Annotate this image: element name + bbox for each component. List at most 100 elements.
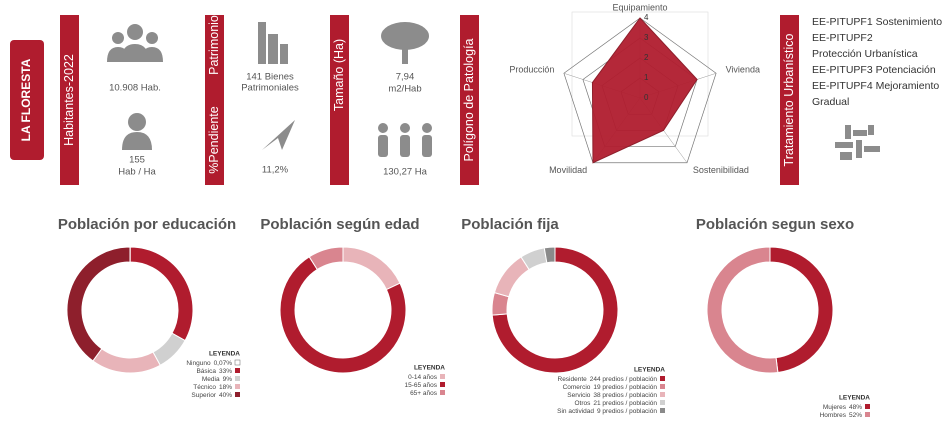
- legend-value: 9 predios / población: [597, 408, 657, 415]
- legend-entry: Otros 21 predios / población: [574, 400, 657, 407]
- legend-swatch: [234, 359, 241, 366]
- radar-tick-label: 0: [644, 93, 649, 102]
- section-title: Polígono de Patología: [462, 38, 476, 161]
- legend-swatch: [660, 384, 665, 389]
- building-icon: [258, 22, 288, 64]
- section-bar: [330, 15, 349, 185]
- legend-category: Comercio: [563, 384, 591, 391]
- section-title: Habitantes-2022: [62, 54, 76, 146]
- legend-entry: 65+ años: [410, 390, 438, 397]
- legend-value: 48%: [849, 404, 862, 411]
- section-bar: [205, 15, 224, 185]
- section-title: Patrimonio: [207, 15, 221, 75]
- treatment-item: EE-PITUPF2: [812, 32, 873, 44]
- section-bar: [460, 15, 479, 185]
- legend-value: 19 predios / población: [593, 384, 657, 391]
- radar-category: Movilidad: [549, 165, 587, 175]
- treatment-item: Protección Urbanística: [812, 48, 918, 60]
- legend-value: 18%: [219, 384, 232, 391]
- stat-text: 7,94: [396, 72, 415, 83]
- section-title: Tratamiento Urbanístico: [782, 33, 796, 166]
- legend-title: LEYENDA: [414, 365, 445, 372]
- donut-slice: [543, 246, 556, 264]
- section-bar: [780, 15, 799, 185]
- legend-category: Otros: [574, 400, 591, 407]
- donut-title: Población fija: [461, 216, 559, 233]
- donut-slice: [491, 246, 619, 374]
- radar-area: [591, 17, 698, 164]
- legend-category: Media: [202, 376, 220, 383]
- legend-category: Residente: [558, 376, 588, 383]
- legend-swatch: [235, 376, 240, 381]
- stat-text: 10.908 Hab.: [109, 83, 161, 94]
- stat-text: 130,27 Ha: [383, 167, 428, 178]
- legend-value: 40%: [219, 392, 232, 399]
- stat-text: Hab / Ha: [118, 167, 156, 178]
- radar-tick-label: 4: [644, 13, 649, 22]
- legend-title: LEYENDA: [634, 367, 665, 374]
- radar-category: Sostenibilidad: [693, 165, 749, 175]
- donut-slice: [308, 246, 344, 271]
- legend-value: 52%: [849, 412, 862, 419]
- legend-category: 0-14 años: [408, 374, 438, 381]
- legend-title: LEYENDA: [839, 395, 870, 402]
- donut-slice: [706, 246, 779, 374]
- legend-category: 65+ años: [410, 390, 438, 397]
- legend-value: 38 predios / población: [593, 392, 657, 399]
- legend-entry: Hombres 52%: [820, 412, 863, 419]
- legend-swatch: [440, 382, 445, 387]
- donut-slice: [342, 246, 401, 291]
- section-bar: [60, 15, 79, 185]
- treatment-list: EE-PITUPF1 Sostenimiento EE-PITUPF2 Protec…: [812, 14, 944, 110]
- legend-category: Técnico: [193, 384, 216, 391]
- legend-category: Hombres: [820, 412, 847, 419]
- legend-value: 9%: [223, 376, 233, 383]
- stat-text: Patrimoniales: [241, 83, 299, 94]
- residents-icon: [378, 123, 432, 157]
- treatment-item: EE-PITUPF4 Mejoramiento Gradual: [812, 80, 940, 108]
- legend-value: 244 predios / población: [590, 376, 658, 383]
- legend-entry: Servicio 38 predios / población: [567, 392, 657, 399]
- legend-category: Sin actividad: [557, 408, 594, 415]
- donut-slice: [129, 246, 194, 342]
- legend-swatch: [235, 392, 240, 397]
- legend-entry: Ninguno 0,07%: [186, 360, 232, 367]
- legend-entry: Media 9%: [202, 376, 232, 383]
- legend-entry: Sin actividad 9 predios / población: [557, 408, 657, 415]
- legend-category: Básica: [196, 368, 216, 375]
- legend-swatch: [660, 392, 665, 397]
- stat-text: m2/Hab: [388, 84, 421, 95]
- legend-swatch: [440, 390, 445, 395]
- legend-swatch: [660, 376, 665, 381]
- donut-slice: [769, 246, 834, 374]
- legend-entry: Técnico 18%: [193, 384, 232, 391]
- district-name: LA FLORESTA: [19, 58, 33, 141]
- legend-entry: 0-14 años: [408, 374, 438, 381]
- district-badge: [10, 40, 44, 160]
- legend-category: Ninguno: [186, 360, 211, 367]
- legend-entry: 15-65 años: [404, 382, 437, 389]
- donut-title: Población segun sexo: [696, 216, 854, 233]
- donut-slice: [66, 246, 131, 362]
- legend-swatch: [660, 400, 665, 405]
- treatment-item: EE-PITUPF3 Potenciación: [812, 64, 936, 76]
- legend-value: 21 predios / población: [593, 400, 657, 407]
- section-title: Tamaño (Ha): [332, 39, 346, 111]
- donut-slice: [279, 256, 407, 374]
- legend-entry: Mujeres 48%: [823, 404, 862, 411]
- stat-text: 155: [129, 155, 145, 166]
- radar-tick-label: 3: [644, 33, 649, 42]
- legend-entry: Residente 244 predios / población: [558, 376, 658, 383]
- radar-category: Vivienda: [726, 65, 760, 75]
- donut-title: Población por educación: [58, 216, 236, 233]
- legend-swatch: [235, 384, 240, 389]
- slope-icon: [262, 120, 295, 150]
- treatment-item: EE-PITUPF1 Sostenimiento: [812, 16, 943, 28]
- radar-grid: [563, 17, 717, 164]
- legend-swatch: [660, 408, 665, 413]
- legend-category: Mujeres: [823, 404, 847, 411]
- legend-entry: Comercio 19 predios / población: [563, 384, 658, 391]
- legend-category: Superior: [191, 392, 216, 399]
- section-title: %Pendiente: [207, 106, 221, 173]
- legend-value: 33%: [219, 368, 232, 375]
